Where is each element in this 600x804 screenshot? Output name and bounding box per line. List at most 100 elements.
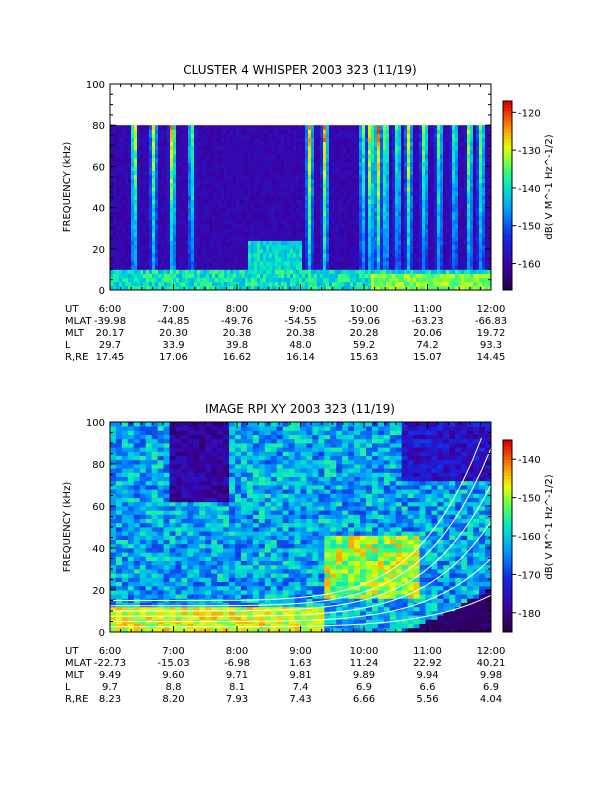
ephemeris-table: UT 6:00 7:00 8:00 9:00 10:00 11:00 12:00 MLAT -39… xyxy=(65,304,507,363)
ephemeris-value: 9.49 xyxy=(99,670,121,681)
ephemeris-value: 17.06 xyxy=(159,352,188,363)
ephemeris-value: 16.62 xyxy=(223,352,252,363)
ephemeris-value: 11.24 xyxy=(350,658,379,669)
colorbar-swatch xyxy=(503,204,512,209)
ephemeris-value: -49.76 xyxy=(221,316,253,327)
ephemeris-row-label: MLAT xyxy=(65,316,92,327)
colorbar-swatch xyxy=(503,542,512,547)
colorbar-swatch xyxy=(503,116,512,121)
colorbar-swatch xyxy=(503,239,512,244)
ephemeris-value: -59.06 xyxy=(348,316,380,327)
colorbar-swatch xyxy=(503,186,512,190)
colorbar-swatch xyxy=(503,242,512,247)
ephemeris-value: 7:00 xyxy=(162,304,184,315)
ephemeris-value: 20.30 xyxy=(159,328,188,339)
ephemeris-value: -15.03 xyxy=(157,658,189,669)
ephemeris-value: 7.43 xyxy=(289,694,311,705)
colorbar-swatch xyxy=(503,138,512,143)
colorbar-swatch xyxy=(503,135,512,140)
ephemeris-value: 8:00 xyxy=(226,646,248,657)
colorbar-swatch xyxy=(503,593,512,598)
colorbar-swatch xyxy=(503,110,512,115)
ephemeris-row-label: UT xyxy=(65,304,79,315)
colorbar-axis: -140 -150 -160 -170 -180 xyxy=(512,455,541,620)
ephemeris-value: 7:00 xyxy=(162,646,184,657)
x-axis xyxy=(109,84,492,290)
ephemeris-value: 6.9 xyxy=(356,682,372,693)
colorbar-swatch xyxy=(503,478,512,483)
colorbar-swatch xyxy=(503,497,512,502)
ephemeris-value: 59.2 xyxy=(353,340,375,351)
colorbar-swatch xyxy=(503,198,512,203)
ephemeris-value: 9:00 xyxy=(289,646,311,657)
colorbar-swatch xyxy=(503,596,512,601)
panel-cluster-whisper: CLUSTER 4 WHISPER 2003 323 (11/19) 0 20 40… xyxy=(62,63,555,363)
ephemeris-row-label: MLT xyxy=(65,328,85,339)
colorbar-swatch xyxy=(503,173,512,178)
colorbar-tick-label: -130 xyxy=(518,146,541,157)
colorbar-swatch xyxy=(503,504,512,508)
colorbar-swatch xyxy=(503,539,512,543)
ephemeris-row-label: L xyxy=(65,340,71,351)
y-axis: 0 20 40 60 80 100 xyxy=(86,418,491,639)
colorbar-tick-label: -160 xyxy=(518,260,541,271)
ephemeris-row-label: MLT xyxy=(65,670,85,681)
colorbar-swatch xyxy=(503,182,512,187)
colorbar-swatch xyxy=(503,507,512,511)
colorbar-swatch xyxy=(503,101,512,105)
colorbar-tick-label: -140 xyxy=(518,184,541,195)
colorbar-swatch xyxy=(503,622,512,627)
ephemeris-row-label: R,RE xyxy=(65,694,88,705)
ephemeris-value: -22.73 xyxy=(94,658,126,669)
colorbar-label: dB( V M^-1 Hz^-1/2) xyxy=(544,134,555,239)
colorbar-swatch xyxy=(503,513,512,518)
y-axis-label: FREQUENCY (kHz) xyxy=(62,482,73,573)
colorbar-swatch xyxy=(503,223,512,228)
ephemeris-value: 93.3 xyxy=(480,340,502,351)
y-tick-label: 0 xyxy=(99,286,105,297)
colorbar-swatch xyxy=(503,280,512,285)
colorbar-swatch xyxy=(503,484,512,489)
colorbar-swatch xyxy=(503,571,512,575)
ephemeris-value: 1.63 xyxy=(289,658,311,669)
ephemeris-value: 9.7 xyxy=(102,682,118,693)
colorbar-swatch xyxy=(503,600,512,604)
colorbar-swatch xyxy=(503,230,512,234)
colorbar-swatch xyxy=(503,619,512,623)
ephemeris-row-label: R,RE xyxy=(65,352,88,363)
colorbar-swatch xyxy=(503,452,512,457)
ephemeris-value: 15.07 xyxy=(413,352,442,363)
y-tick-label: 80 xyxy=(92,121,105,132)
colorbar-swatch xyxy=(503,170,512,174)
colorbar-tick-label: -120 xyxy=(518,108,541,119)
colorbar-swatch xyxy=(503,510,512,515)
colorbar-swatch xyxy=(503,628,512,633)
ephemeris-value: 6.9 xyxy=(483,682,499,693)
colorbar-swatch xyxy=(503,283,512,288)
ephemeris-value: 9.60 xyxy=(162,670,184,681)
colorbar-swatch xyxy=(503,443,512,447)
colorbar-swatch xyxy=(503,609,512,614)
colorbar-swatch xyxy=(503,606,512,611)
colorbar xyxy=(502,100,513,291)
colorbar-swatch xyxy=(503,145,512,149)
ephemeris-value: 6:00 xyxy=(99,646,121,657)
colorbar-swatch xyxy=(503,520,512,524)
ephemeris-value: 6.66 xyxy=(353,694,375,705)
colorbar-swatch xyxy=(503,274,512,278)
ephemeris-value: 20.38 xyxy=(286,328,315,339)
ephemeris-value: 74.2 xyxy=(416,340,438,351)
colorbar-swatch xyxy=(503,446,512,451)
colorbar-swatch xyxy=(503,548,512,553)
ephemeris-value: 8.1 xyxy=(229,682,245,693)
ephemeris-value: 20.06 xyxy=(413,328,442,339)
colorbar-swatch xyxy=(503,561,512,566)
colorbar-swatch xyxy=(503,271,512,275)
colorbar-swatch xyxy=(503,587,512,591)
colorbar-swatch xyxy=(503,580,512,585)
y-tick-label: 60 xyxy=(92,162,105,173)
ephemeris-value: 5.56 xyxy=(416,694,438,705)
colorbar-tick-label: -170 xyxy=(518,570,541,581)
ephemeris-value: 9.71 xyxy=(226,670,248,681)
colorbar-swatch xyxy=(503,590,512,595)
